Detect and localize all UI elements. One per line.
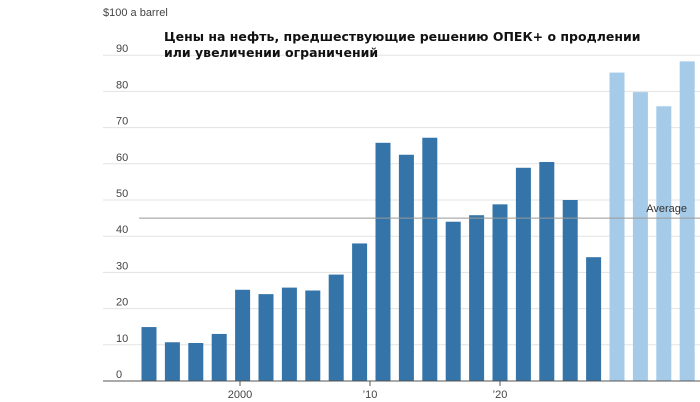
x-tick-label-2020: ’20	[493, 389, 508, 401]
bar-13	[422, 137, 438, 381]
y-tick-label-30: 30	[116, 260, 128, 272]
average-label: Average	[646, 203, 687, 215]
bar-5	[235, 289, 251, 381]
bar-14	[445, 221, 461, 381]
bar-12	[398, 154, 414, 381]
y-tick-label-20: 20	[116, 297, 128, 309]
y-tick-label-90: 90	[116, 43, 128, 55]
x-tick-label-2010: ’10	[363, 389, 378, 401]
bar-22	[632, 92, 648, 382]
y-tick-label-40: 40	[116, 224, 128, 236]
bar-11	[375, 142, 391, 381]
bar-21	[609, 72, 625, 382]
x-ticks: 2000 ’10 ’20	[228, 381, 508, 401]
bar-24	[679, 61, 695, 381]
y-tick-label-80: 80	[116, 79, 128, 91]
y-tick-label-70: 70	[116, 116, 128, 128]
bar-8	[305, 290, 321, 381]
bar-10	[352, 243, 368, 381]
chart-title-line-1: Цены на нефть, предшествующие решению ОП…	[164, 29, 641, 44]
bar-9	[328, 274, 344, 381]
y-tick-label-50: 50	[116, 188, 128, 200]
bar-20	[586, 257, 602, 381]
y-tick-label-0: 0	[116, 369, 122, 381]
bar-23	[656, 106, 672, 381]
bar-15	[469, 215, 485, 381]
chart-title: Цены на нефть, предшествующие решению ОП…	[164, 29, 641, 61]
x-tick-label-2000: 2000	[228, 389, 252, 401]
y-tick-label-60: 60	[116, 152, 128, 164]
bar-1	[141, 327, 157, 381]
bar-2	[164, 342, 180, 381]
bar-17	[515, 167, 531, 381]
bar-3	[188, 342, 204, 381]
y-tick-label-10: 10	[116, 333, 128, 345]
bar-6	[258, 294, 274, 381]
bar-7	[281, 287, 297, 381]
y-axis-unit-label: $100 a barrel	[103, 7, 168, 19]
chart-title-line-2: или увеличении ограничений	[164, 45, 379, 60]
bar-4	[211, 333, 227, 381]
bar-19	[562, 200, 578, 381]
bars	[141, 61, 695, 382]
bar-18	[539, 161, 555, 381]
bar-16	[492, 204, 508, 381]
y-tick-labels: 0 10 20 30 40 50 60 70 80 90	[116, 43, 128, 381]
